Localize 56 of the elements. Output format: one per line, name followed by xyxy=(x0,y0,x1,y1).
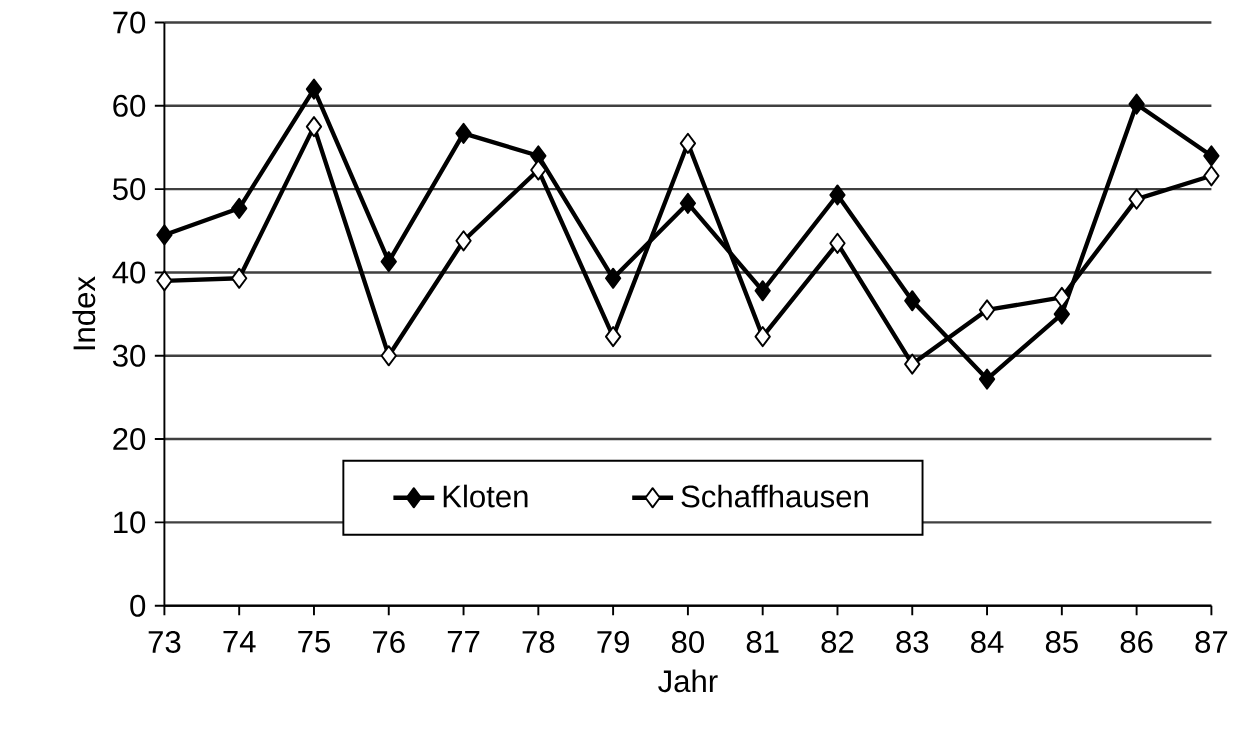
x-axis-title: Jahr xyxy=(658,669,718,693)
legend-label: Schaffhausen xyxy=(681,484,868,508)
legend-label: Kloten xyxy=(443,484,528,508)
point xyxy=(380,250,397,272)
x-tick-label: 84 xyxy=(971,630,1004,653)
x-tick-label: 74 xyxy=(223,630,256,653)
point xyxy=(829,184,846,206)
point xyxy=(978,368,996,390)
x-tick-label: 80 xyxy=(671,630,705,653)
x-tick-label: 73 xyxy=(148,630,181,653)
y-tick-label: 10 xyxy=(114,511,146,534)
point xyxy=(904,290,921,312)
y-tick-label: 70 xyxy=(113,11,146,34)
point xyxy=(455,230,472,252)
y-tick-label: 50 xyxy=(112,177,146,200)
point xyxy=(754,280,771,302)
point xyxy=(604,267,622,289)
point xyxy=(530,159,547,181)
y-axis-title: Index xyxy=(72,276,96,350)
x-tick-label: 75 xyxy=(298,630,330,653)
point xyxy=(978,299,996,321)
point xyxy=(1053,303,1070,325)
point xyxy=(1203,145,1220,167)
point xyxy=(1053,286,1070,308)
point xyxy=(305,115,323,137)
x-tick-label: 86 xyxy=(1120,630,1153,653)
point xyxy=(679,192,697,214)
point xyxy=(1203,165,1220,187)
x-tick-label: 81 xyxy=(746,630,779,653)
point xyxy=(754,325,771,347)
y-tick-label: 30 xyxy=(112,344,146,367)
point xyxy=(829,232,846,254)
x-tick-label: 78 xyxy=(522,630,555,653)
x-tick-label: 77 xyxy=(447,630,480,653)
point xyxy=(380,344,397,367)
point xyxy=(305,78,323,100)
y-tick-label: 60 xyxy=(113,94,146,117)
x-tick-label: 87 xyxy=(1195,630,1228,653)
point xyxy=(1128,93,1145,115)
y-tick-label: 40 xyxy=(112,261,146,284)
x-tick-label: 76 xyxy=(373,630,405,653)
y-tick-label: 0 xyxy=(130,594,146,617)
point xyxy=(156,224,173,246)
x-tick-label: 85 xyxy=(1045,630,1078,653)
x-tick-label: 79 xyxy=(597,630,629,653)
point xyxy=(904,353,921,375)
point xyxy=(156,270,173,292)
x-tick-label: 83 xyxy=(896,630,929,653)
point xyxy=(231,197,248,219)
x-tick-label: 82 xyxy=(821,630,854,653)
point xyxy=(455,122,472,144)
point xyxy=(1128,188,1145,210)
y-tick-label: 20 xyxy=(113,427,146,450)
point xyxy=(231,267,248,289)
point xyxy=(604,325,622,347)
point xyxy=(679,132,697,154)
